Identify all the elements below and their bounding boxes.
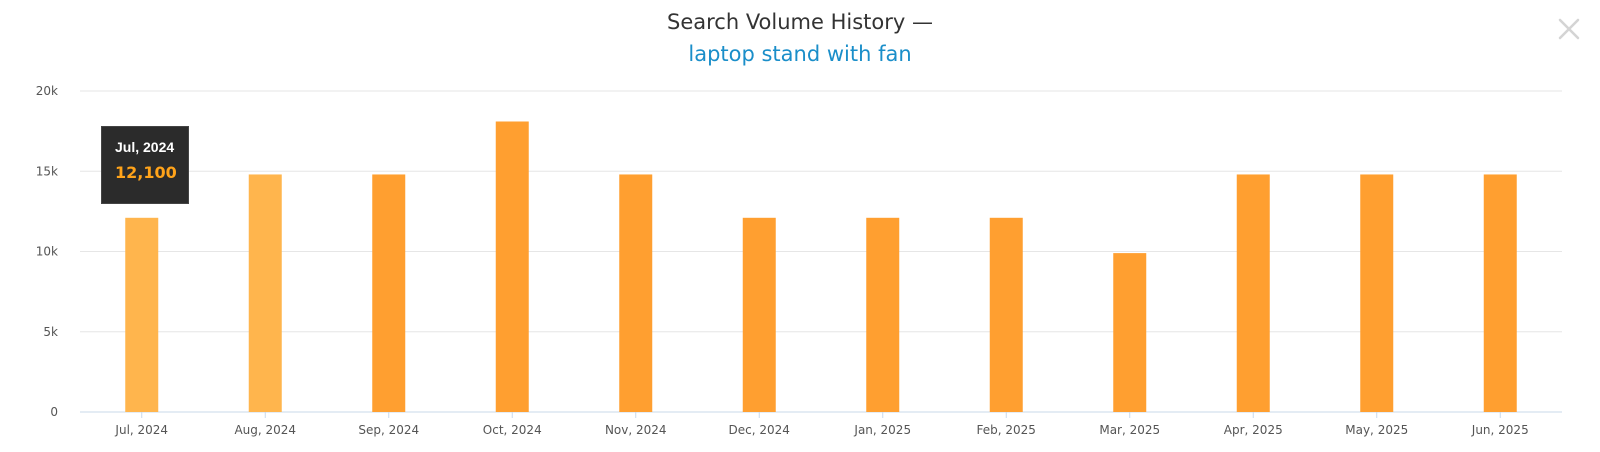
bar[interactable] bbox=[989, 217, 1023, 412]
y-tick-label: 20k bbox=[36, 84, 58, 98]
y-axis-ticks: 0 5k 10k 15k 20k bbox=[36, 84, 58, 419]
y-tick-label: 10k bbox=[36, 245, 58, 259]
bars bbox=[125, 121, 1517, 413]
x-tick-label: Sep, 2024 bbox=[358, 423, 419, 437]
x-tick-label: Jan, 2025 bbox=[853, 423, 911, 437]
chart-tooltip: Jul, 2024 12,100 bbox=[101, 126, 189, 204]
x-tick-label: May, 2025 bbox=[1345, 423, 1408, 437]
y-tick-label: 15k bbox=[36, 164, 58, 178]
tooltip-value: 12,100 bbox=[115, 163, 177, 182]
bar[interactable] bbox=[619, 174, 653, 412]
chart-title: Search Volume History — laptop stand wit… bbox=[0, 6, 1600, 70]
x-tick-label: Mar, 2025 bbox=[1099, 423, 1160, 437]
bar[interactable] bbox=[125, 217, 159, 412]
x-tick-label: Jun, 2025 bbox=[1471, 423, 1529, 437]
bar[interactable] bbox=[742, 217, 776, 412]
bar[interactable] bbox=[1360, 174, 1394, 412]
tooltip-label: Jul, 2024 bbox=[115, 139, 175, 155]
bar[interactable] bbox=[866, 217, 900, 412]
bar[interactable] bbox=[372, 174, 406, 412]
y-tick-label: 0 bbox=[50, 405, 58, 419]
bar[interactable] bbox=[1483, 174, 1517, 412]
close-button[interactable] bbox=[1554, 14, 1584, 44]
close-icon bbox=[1558, 18, 1580, 40]
y-tick-label: 5k bbox=[43, 325, 58, 339]
chart-title-text: Search Volume History — bbox=[667, 10, 933, 34]
x-tick-label: Feb, 2025 bbox=[977, 423, 1036, 437]
x-tick-label: Oct, 2024 bbox=[483, 423, 542, 437]
x-tick-label: Apr, 2025 bbox=[1224, 423, 1283, 437]
grid-lines bbox=[80, 90, 1562, 413]
bar[interactable] bbox=[495, 121, 529, 413]
x-tick-label: Aug, 2024 bbox=[234, 423, 296, 437]
chart-keyword: laptop stand with fan bbox=[688, 42, 912, 66]
x-tick-label: Jul, 2024 bbox=[114, 423, 168, 437]
x-tick-label: Nov, 2024 bbox=[605, 423, 667, 437]
x-axis-ticks: Jul, 2024 Aug, 2024 Sep, 2024 Oct, 2024 Nov,… bbox=[114, 412, 1529, 437]
bar[interactable] bbox=[1113, 253, 1147, 412]
x-tick-label: Dec, 2024 bbox=[729, 423, 790, 437]
bar[interactable] bbox=[1236, 174, 1270, 412]
bar[interactable] bbox=[248, 174, 282, 412]
